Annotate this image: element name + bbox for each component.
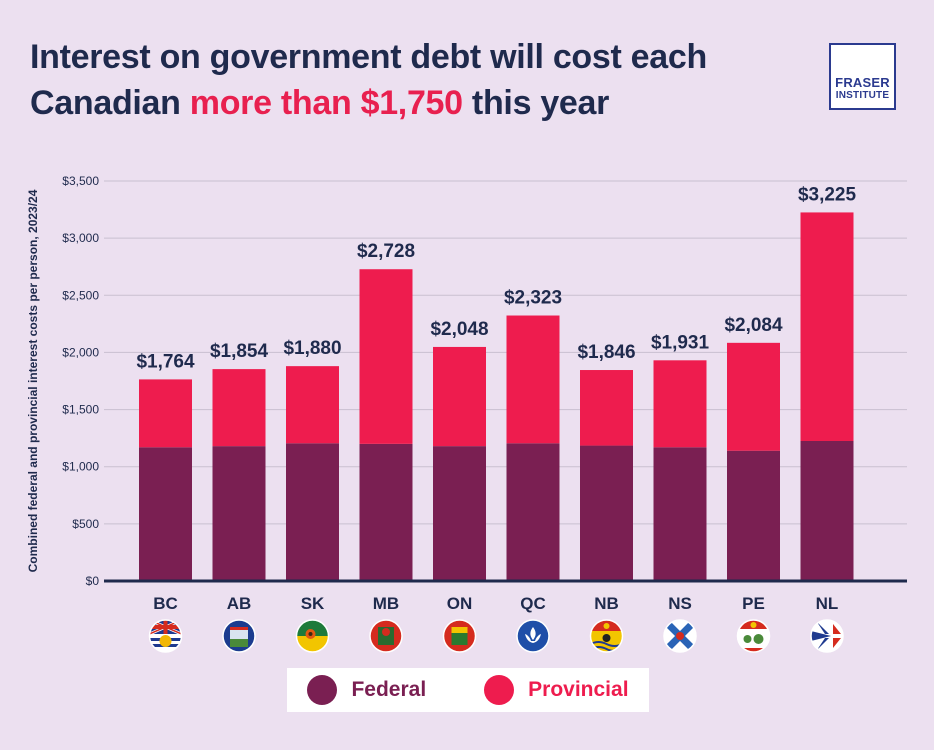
data-label-total: $2,728 [357, 241, 415, 262]
x-tick-label: QC [520, 594, 546, 613]
bc-flag-icon [148, 619, 183, 653]
data-label-total: $2,084 [724, 315, 783, 336]
sk-flag-icon [295, 619, 330, 653]
legend-swatch-provincial [484, 675, 515, 705]
x-tick-label: NL [816, 594, 839, 613]
bar-provincial [359, 269, 413, 444]
data-label-total: $2,323 [504, 288, 562, 309]
bar-federal [433, 446, 486, 581]
y-tick-label: $1,500 [62, 403, 99, 417]
y-axis-label: Combined federal and provincial interest… [26, 189, 40, 572]
x-tick-label: NB [594, 594, 619, 613]
y-tick-label: $3,000 [62, 231, 99, 245]
bar-federal [286, 443, 339, 581]
bar-provincial [139, 379, 192, 448]
nb-flag-icon [589, 619, 624, 653]
mb-flag-icon [369, 619, 403, 653]
legend-swatch-federal [307, 675, 338, 705]
bar-provincial [433, 346, 486, 447]
chart-title: Interest on government debt will cost ea… [30, 34, 790, 126]
bar-federal [359, 443, 413, 581]
bar-federal [653, 447, 707, 581]
logo-line-2: INSTITUTE [835, 90, 890, 101]
data-label-total: $2,048 [430, 319, 488, 340]
data-label-total: $1,846 [577, 342, 635, 363]
ab-flag-icon [222, 619, 256, 653]
ns-flag-icon [663, 619, 697, 653]
y-tick-label: $2,000 [62, 345, 99, 359]
title-line-2-start: Canadian [30, 84, 190, 122]
title-line-2: Canadian more than $1,750 this year [30, 80, 790, 126]
title-line-1: Interest on government debt will cost ea… [30, 38, 707, 76]
pe-flag-icon [736, 619, 771, 653]
data-label-total: $1,880 [283, 338, 341, 359]
legend-item-federal: Federal [307, 675, 426, 705]
on-flag-icon [442, 619, 477, 653]
legend: Federal Provincial [287, 668, 649, 712]
nl-flag-icon [810, 619, 844, 653]
bar-provincial [800, 212, 854, 441]
bar-provincial [212, 369, 266, 447]
x-tick-label: ON [447, 594, 473, 613]
logo-line-1: FRASER [835, 75, 890, 90]
qc-flag-icon [516, 619, 550, 653]
y-tick-label: $500 [72, 517, 99, 531]
bar-federal [506, 443, 560, 581]
bar-provincial [506, 315, 560, 444]
y-tick-label: $3,500 [62, 174, 99, 188]
x-tick-label: SK [301, 594, 325, 613]
bar-federal [580, 445, 633, 581]
bar-provincial [653, 360, 707, 448]
data-label-total: $1,854 [210, 341, 269, 362]
y-tick-label: $1,000 [62, 460, 99, 474]
bar-provincial [286, 366, 339, 444]
x-tick-label: AB [227, 594, 252, 613]
x-tick-label: MB [373, 594, 399, 613]
legend-label-provincial: Provincial [528, 678, 629, 701]
legend-label-federal: Federal [351, 678, 427, 701]
bar-provincial [727, 342, 780, 451]
title-highlight: more than $1,750 [189, 84, 463, 122]
y-tick-label: $0 [86, 574, 100, 588]
bar-federal [212, 446, 266, 581]
bar-federal [727, 450, 780, 581]
x-tick-label: NS [668, 594, 692, 613]
legend-item-provincial: Provincial [484, 675, 629, 705]
data-label-total: $3,225 [798, 184, 857, 205]
y-tick-label: $2,500 [62, 288, 99, 302]
data-label-total: $1,764 [136, 351, 195, 372]
x-tick-label: BC [153, 594, 178, 613]
bar-federal [800, 441, 854, 581]
data-label-total: $1,931 [651, 332, 710, 353]
fraser-institute-logo: FRASER INSTITUTE [829, 43, 896, 110]
x-tick-label: PE [742, 594, 765, 613]
bar-federal [139, 447, 192, 581]
bar-provincial [580, 370, 633, 446]
title-line-2-end: this year [462, 84, 610, 122]
